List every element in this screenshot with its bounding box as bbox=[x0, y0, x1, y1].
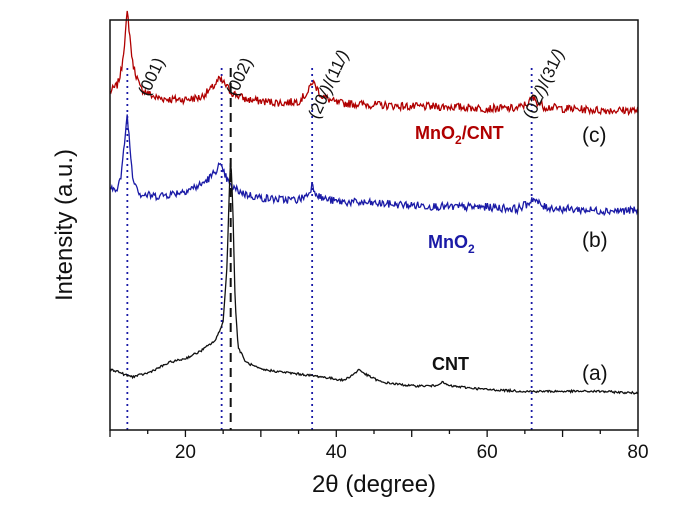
peak-label-1: (002) bbox=[222, 55, 256, 99]
x-tick-label-40: 40 bbox=[326, 442, 347, 463]
x-axis-title: 2θ (degree) bbox=[312, 471, 436, 498]
x-axis-ticks: 20 40 60 80 bbox=[109, 430, 649, 463]
x-tick-label-20: 20 bbox=[175, 442, 196, 463]
series-line-2 bbox=[109, 163, 639, 395]
plot-frame bbox=[109, 19, 639, 431]
x-tick-label-60: 60 bbox=[477, 442, 498, 463]
series-label-0: MnO2/CNT bbox=[415, 123, 504, 147]
series-label-2: CNT bbox=[432, 354, 469, 374]
series-line-1 bbox=[109, 114, 639, 217]
curve-tag-0: (c) bbox=[582, 124, 607, 147]
x-tick-label-80: 80 bbox=[627, 442, 648, 463]
series-label-1: MnO2 bbox=[428, 232, 475, 256]
series-line-0 bbox=[109, 10, 639, 117]
curve-tag-2: (a) bbox=[582, 362, 608, 385]
peak-label-0: (001) bbox=[134, 55, 168, 99]
reference-lines bbox=[126, 68, 533, 430]
series-curves bbox=[109, 10, 639, 395]
curve-tag-1: (b) bbox=[582, 229, 608, 252]
annotations: (001) (002)(20/)/(11/)(02/)/(31/)MnO2/CNT… bbox=[134, 46, 607, 385]
y-axis-title: Intensity (a.u.) bbox=[51, 149, 78, 301]
